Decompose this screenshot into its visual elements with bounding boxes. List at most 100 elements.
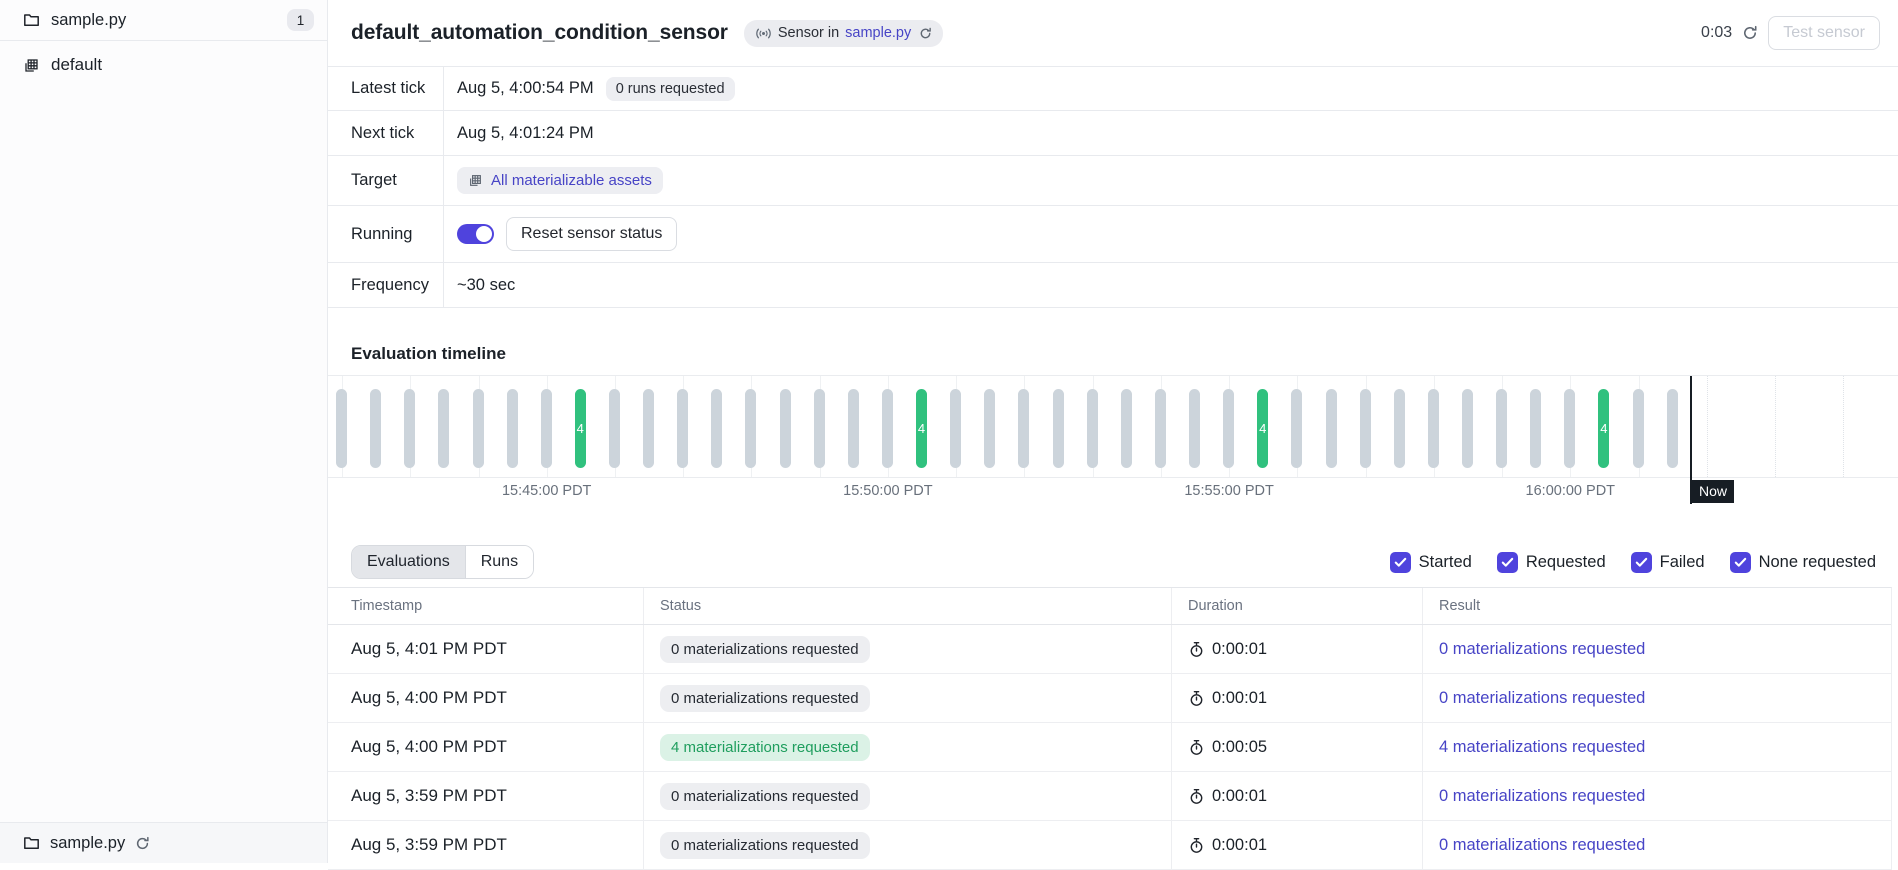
tick-bar[interactable]	[984, 389, 996, 468]
tick-bar[interactable]	[711, 389, 723, 468]
tick-bar[interactable]	[779, 389, 791, 468]
tick-bar[interactable]	[813, 389, 825, 468]
result-cell: 4 materializations requested	[1423, 723, 1891, 771]
table-header-row: Timestamp Status Duration Result	[328, 588, 1891, 625]
target-assets-link[interactable]: All materializable assets	[457, 167, 663, 194]
sidebar-item-sample-py[interactable]: sample.py 1	[0, 0, 327, 41]
tick-bar[interactable]	[540, 389, 552, 468]
duration-value: 0:00:01	[1212, 835, 1268, 854]
tick-bar[interactable]	[370, 389, 382, 468]
timestamp-cell: Aug 5, 3:59 PM PDT	[328, 772, 644, 820]
tick-bar[interactable]	[1018, 389, 1030, 468]
result-link[interactable]: 0 materializations requested	[1439, 639, 1646, 658]
table-row[interactable]: Aug 5, 4:00 PM PDT 0 materializations req…	[328, 674, 1891, 723]
tick-bar-requested[interactable]: 4	[916, 389, 927, 468]
view-tabs: Evaluations Runs	[351, 545, 535, 579]
status-badge: 0 materializations requested	[660, 782, 870, 810]
tick-bar[interactable]	[677, 389, 689, 468]
next-tick-value: Aug 5, 4:01:24 PM	[457, 123, 594, 142]
header-actions: 0:03 Test sensor	[1701, 16, 1880, 50]
tick-bar[interactable]	[609, 389, 620, 468]
detail-row-target: Target All materializable assets	[328, 156, 1898, 206]
tick-bar[interactable]	[1666, 389, 1678, 468]
status-cell: 0 materializations requested	[644, 772, 1172, 820]
tick-bar[interactable]	[643, 389, 655, 468]
tick-bar[interactable]	[1462, 389, 1473, 468]
tick-bar[interactable]	[1189, 389, 1200, 468]
sensor-details: Latest tick Aug 5, 4:00:54 PM 0 runs req…	[328, 67, 1898, 308]
column-header-duration: Duration	[1172, 588, 1423, 624]
timeline-axis-label: 15:55:00 PDT	[1184, 483, 1274, 499]
refresh-icon[interactable]	[1742, 25, 1758, 41]
refresh-icon[interactable]	[135, 836, 150, 851]
tick-bar[interactable]	[1359, 389, 1371, 468]
sensor-tag: Sensor in sample.py	[743, 19, 944, 47]
tick-bar[interactable]	[1393, 389, 1405, 468]
tick-bar[interactable]	[1154, 389, 1166, 468]
tick-bar[interactable]	[1223, 389, 1235, 468]
page-title: default_automation_condition_sensor	[351, 21, 728, 44]
timestamp-cell: Aug 5, 4:00 PM PDT	[328, 723, 644, 771]
tick-bar[interactable]	[1325, 389, 1337, 468]
duration-cell: 0:00:01	[1172, 772, 1423, 820]
tick-bar[interactable]	[1086, 389, 1098, 468]
tick-bar[interactable]	[1052, 389, 1064, 468]
code-location-icon	[23, 57, 40, 74]
tick-bar-requested[interactable]: 4	[1598, 389, 1610, 468]
tab-runs[interactable]: Runs	[465, 546, 534, 578]
tick-bar[interactable]	[438, 389, 450, 468]
table-row[interactable]: Aug 5, 4:01 PM PDT 0 materializations req…	[328, 625, 1891, 674]
test-sensor-button[interactable]: Test sensor	[1768, 16, 1880, 50]
tick-bar[interactable]	[1120, 389, 1132, 468]
filter-checkbox-started[interactable]: Started	[1389, 551, 1472, 573]
result-link[interactable]: 0 materializations requested	[1439, 786, 1646, 805]
tick-bar[interactable]	[1632, 389, 1644, 468]
sidebar: sample.py 1 default sample.py	[0, 0, 328, 863]
result-cell: 0 materializations requested	[1423, 674, 1891, 722]
tick-bar-requested[interactable]: 4	[574, 389, 586, 468]
tick-bar[interactable]	[847, 389, 859, 468]
tick-bar[interactable]	[745, 389, 757, 468]
tick-bar[interactable]	[336, 389, 347, 468]
table-row[interactable]: Aug 5, 4:00 PM PDT 4 materializations req…	[328, 723, 1891, 772]
table-row[interactable]: Aug 5, 3:59 PM PDT 0 materializations req…	[328, 772, 1891, 821]
tick-bar[interactable]	[1427, 389, 1439, 468]
result-link[interactable]: 4 materializations requested	[1439, 737, 1646, 756]
refresh-icon[interactable]	[919, 27, 932, 40]
tick-bar[interactable]	[1496, 389, 1508, 468]
filter-checkbox-failed[interactable]: Failed	[1630, 551, 1705, 573]
result-link[interactable]: 0 materializations requested	[1439, 688, 1646, 707]
sidebar-item-label: sample.py	[51, 10, 127, 29]
tick-bar[interactable]	[881, 389, 893, 468]
stopwatch-icon	[1188, 690, 1205, 707]
running-toggle[interactable]	[457, 224, 494, 244]
reset-sensor-status-button[interactable]: Reset sensor status	[506, 217, 678, 251]
tab-evaluations[interactable]: Evaluations	[352, 546, 466, 578]
sidebar-footer-item[interactable]: sample.py	[0, 822, 327, 863]
filter-checkbox-requested[interactable]: Requested	[1496, 551, 1606, 573]
detail-label: Latest tick	[328, 67, 444, 110]
column-header-result: Result	[1439, 598, 1481, 614]
tick-bar-requested[interactable]: 4	[1257, 389, 1269, 468]
evaluation-timeline-section: Evaluation timeline 4 4 4 4 15:45:00 PDT 15:5…	[328, 308, 1898, 504]
checkbox-checked-icon	[1729, 551, 1751, 573]
tick-bar[interactable]	[1530, 389, 1542, 468]
tick-bar[interactable]	[404, 389, 416, 468]
detail-label: Frequency	[328, 263, 444, 307]
tick-bar[interactable]	[1291, 389, 1303, 468]
status-badge: 0 materializations requested	[660, 635, 870, 663]
sensor-file-link[interactable]: sample.py	[845, 25, 912, 41]
timeline-gridline	[1843, 376, 1845, 477]
tick-bar[interactable]	[506, 389, 518, 468]
tick-bar[interactable]	[472, 389, 484, 468]
tick-bar[interactable]	[1564, 389, 1576, 468]
sidebar-item-default[interactable]: default	[0, 41, 327, 89]
result-link[interactable]: 0 materializations requested	[1439, 835, 1646, 854]
filter-checkbox-none-requested[interactable]: None requested	[1729, 551, 1876, 573]
tick-bar[interactable]	[950, 389, 962, 468]
detail-row-latest-tick: Latest tick Aug 5, 4:00:54 PM 0 runs req…	[328, 67, 1898, 111]
filter-checkbox-label: Requested	[1525, 552, 1606, 571]
duration-cell: 0:00:01	[1172, 625, 1423, 673]
detail-label: Target	[328, 156, 444, 205]
